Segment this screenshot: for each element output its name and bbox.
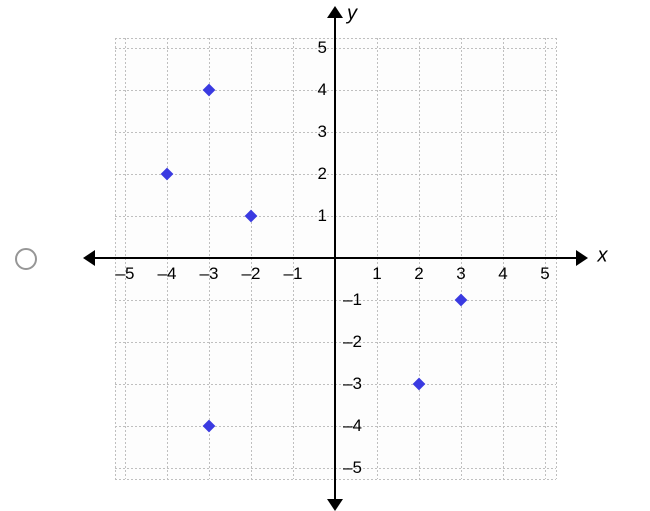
arrowhead-down	[327, 499, 343, 511]
y-tick-label: 3	[318, 122, 327, 142]
x-tick-label: 1	[372, 264, 381, 284]
x-tick-label: –2	[242, 264, 261, 284]
arrowhead-up	[327, 6, 343, 18]
y-axis-label: y	[347, 2, 357, 25]
option-radio[interactable]	[15, 248, 37, 270]
x-tick-label: –1	[284, 264, 303, 284]
y-tick-label: –1	[343, 290, 362, 310]
scatter-chart: –5–4–3–2–112345–5–4–3–2–112345xy	[60, 10, 615, 492]
y-tick-label: 5	[318, 38, 327, 58]
y-tick-label: –4	[343, 416, 362, 436]
x-tick-label: 5	[540, 264, 549, 284]
arrowhead-left	[83, 250, 95, 266]
y-axis	[334, 18, 336, 499]
y-tick-label: 1	[318, 206, 327, 226]
x-tick-label: –4	[158, 264, 177, 284]
y-tick-label: 4	[318, 80, 327, 100]
x-tick-label: 3	[456, 264, 465, 284]
figure-container: –5 –4 –3 –2 –1 1 2 3 4 5 –5 –4 –3 –2 –1 1 2 3 4 5 x y	[0, 0, 650, 502]
x-tick-label: 4	[498, 264, 507, 284]
arrowhead-right	[576, 250, 588, 266]
x-tick-label: –3	[200, 264, 219, 284]
x-axis-label: x	[598, 245, 608, 268]
y-tick-label: –2	[343, 332, 362, 352]
x-tick-label: 2	[414, 264, 423, 284]
y-tick-label: 2	[318, 164, 327, 184]
x-tick-label: –5	[116, 264, 135, 284]
y-tick-label: –5	[343, 458, 362, 478]
y-tick-label: –3	[343, 374, 362, 394]
